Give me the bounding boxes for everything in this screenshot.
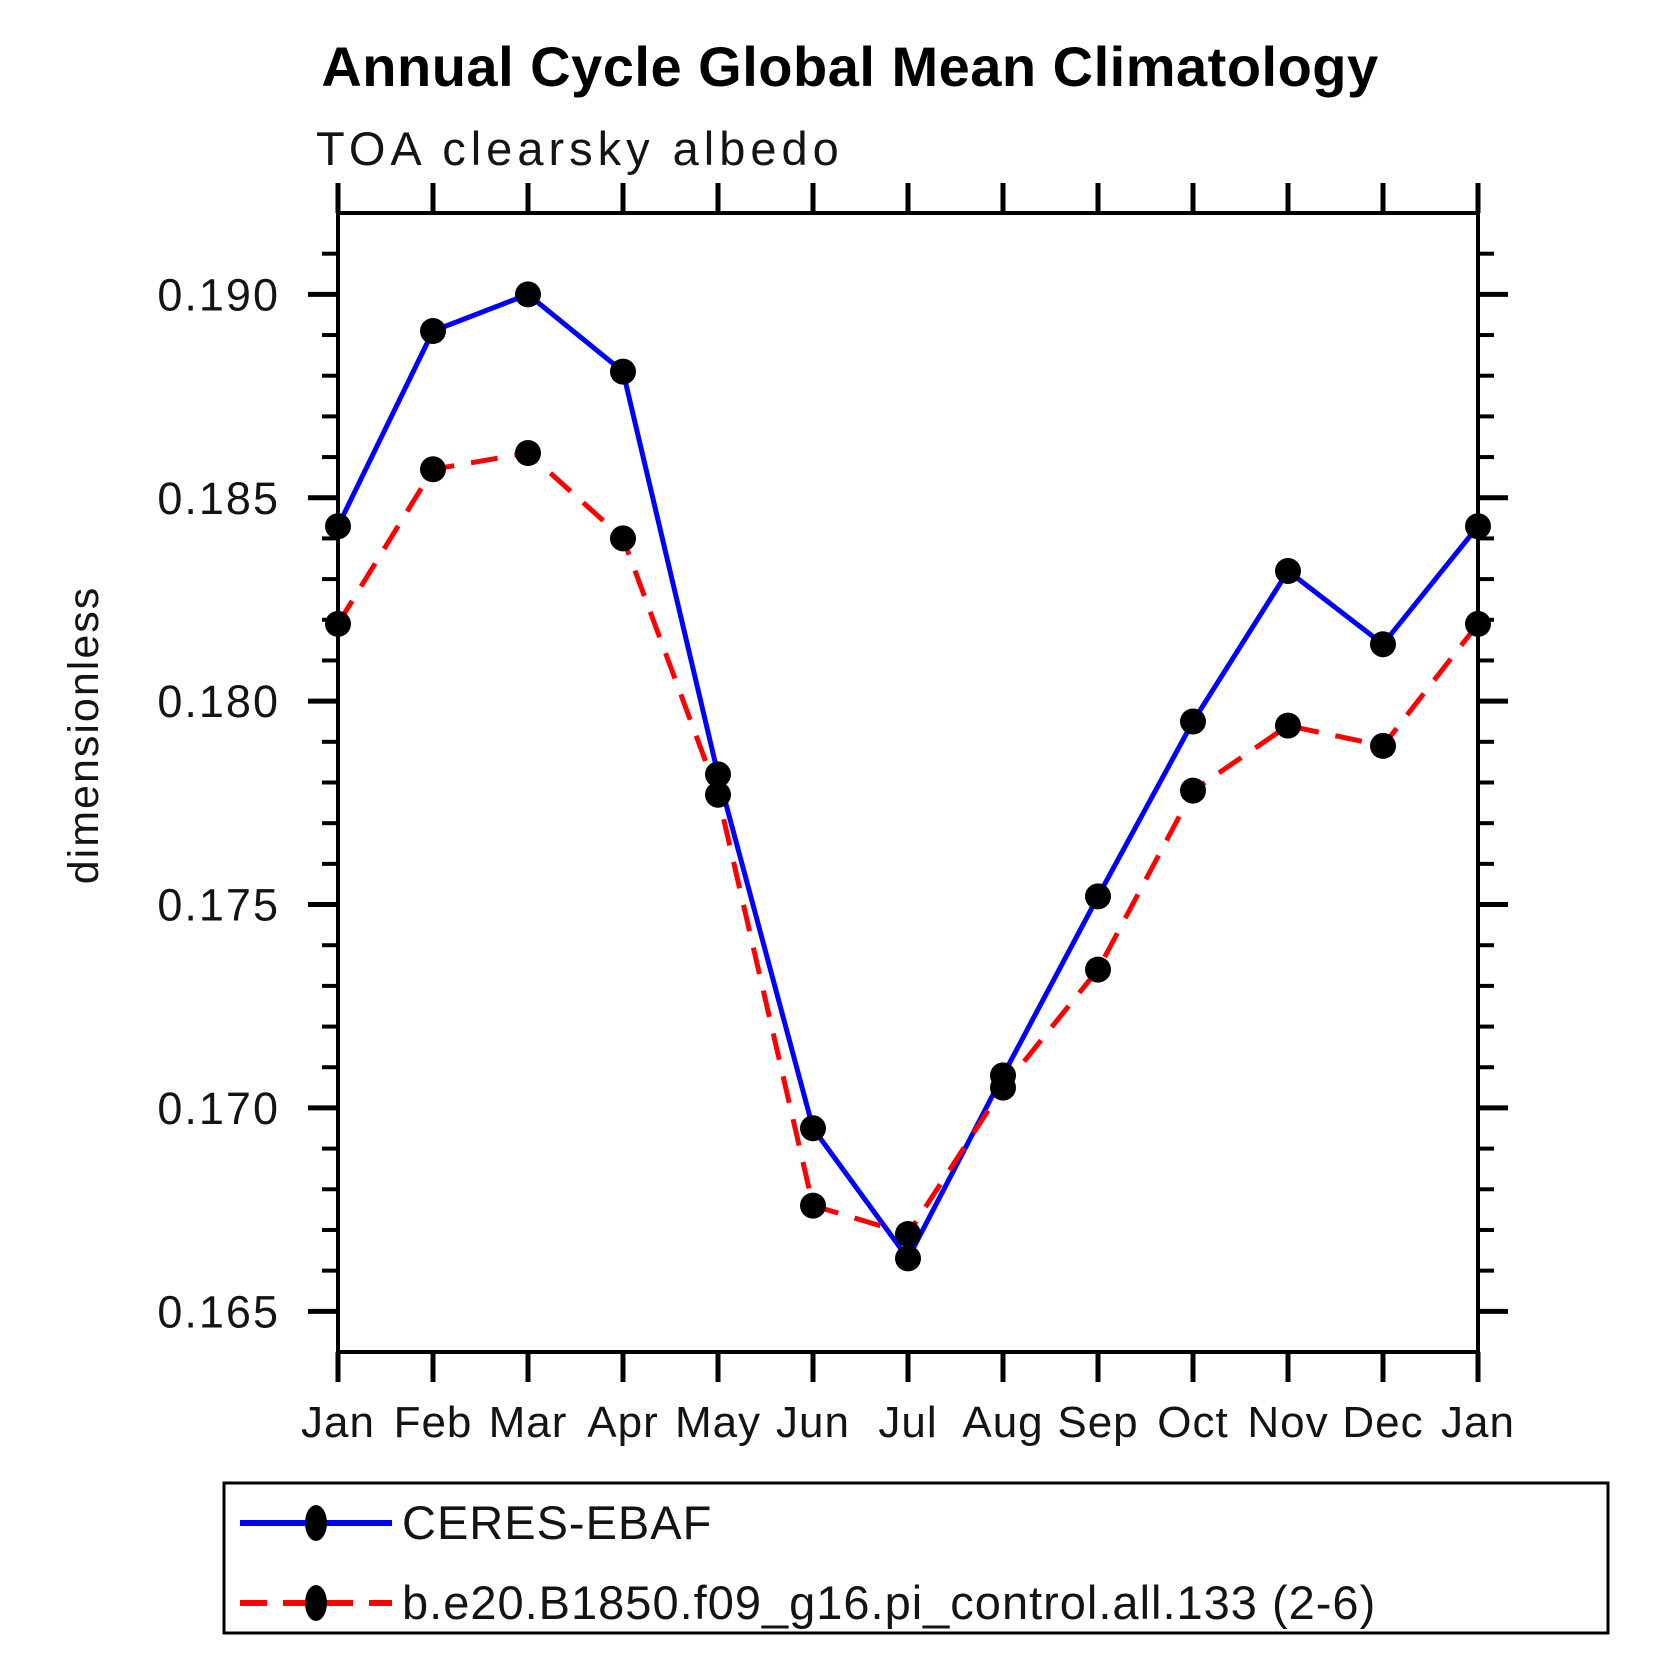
data-point-marker xyxy=(800,1115,826,1142)
data-point-marker xyxy=(610,358,636,385)
legend-border xyxy=(222,1481,1610,1635)
data-point-marker xyxy=(895,1221,921,1247)
chart-title: Annual Cycle Global Mean Climatology xyxy=(321,35,1378,98)
y-tick-label: 0.170 xyxy=(157,1083,280,1134)
series-line-model xyxy=(335,450,1480,1237)
y-tick-label: 0.165 xyxy=(157,1286,280,1337)
legend-item: CERES-EBAF xyxy=(240,1496,712,1549)
data-point-marker xyxy=(610,525,636,552)
data-point-marker xyxy=(325,610,351,637)
data-point-marker xyxy=(1275,712,1301,739)
x-tick-label: Dec xyxy=(1342,1398,1423,1447)
data-point-marker xyxy=(1370,631,1396,658)
data-point-marker xyxy=(515,440,541,466)
x-tick-label: Apr xyxy=(587,1398,658,1447)
x-tick-label: Oct xyxy=(1157,1398,1228,1447)
x-tick-label: Jul xyxy=(878,1398,937,1447)
data-point-marker xyxy=(420,456,446,483)
legend-box: CERES-EBAF b.e20.B1850.f09_g16.pi_control… xyxy=(222,1481,1610,1635)
legend-item: b.e20.B1850.f09_g16.pi_control.all.133 (… xyxy=(240,1576,1376,1629)
data-point-marker xyxy=(800,1192,826,1219)
x-tick-label: Jan xyxy=(1441,1398,1515,1447)
legend-sample-marker xyxy=(305,1585,327,1621)
y-tick-label: 0.175 xyxy=(157,880,280,931)
data-point-marker xyxy=(325,513,351,540)
data-point-marker xyxy=(1180,708,1206,735)
data-point-marker xyxy=(1085,956,1111,983)
legend-label: CERES-EBAF xyxy=(402,1496,712,1549)
legend-sample-marker xyxy=(305,1505,327,1541)
data-point-marker xyxy=(515,281,541,308)
y-tick-label: 0.180 xyxy=(157,676,280,727)
data-point-marker xyxy=(1085,883,1111,910)
data-point-marker xyxy=(1465,610,1491,637)
x-tick-label: Sep xyxy=(1057,1398,1138,1447)
data-point-marker xyxy=(705,761,731,788)
x-tick-label: May xyxy=(675,1398,761,1447)
x-tick-label: Mar xyxy=(489,1398,568,1447)
data-point-marker xyxy=(1275,558,1301,584)
x-tick-label: Nov xyxy=(1247,1398,1328,1447)
y-tick-label: 0.185 xyxy=(157,473,280,524)
x-tick-label: Aug xyxy=(962,1398,1043,1447)
x-tick-label: Jan xyxy=(301,1398,375,1447)
data-point-marker xyxy=(990,1074,1016,1101)
data-point-marker xyxy=(1370,732,1396,759)
data-point-marker xyxy=(895,1245,921,1272)
plot-border xyxy=(336,211,1480,1354)
x-tick-label: Jun xyxy=(776,1398,850,1447)
y-tick-label: 0.190 xyxy=(157,269,280,320)
data-point-marker xyxy=(705,781,731,808)
chart-subtitle: TOA clearsky albedo xyxy=(316,122,844,175)
series-line-ceres-ebaf xyxy=(335,291,1480,1264)
data-point-marker xyxy=(420,318,446,344)
data-point-marker xyxy=(1180,777,1206,804)
x-tick-label: Feb xyxy=(394,1398,473,1447)
data-point-marker xyxy=(1465,513,1491,540)
legend-label: b.e20.B1850.f09_g16.pi_control.all.133 (… xyxy=(402,1576,1376,1629)
y-axis-label: dimensionless xyxy=(60,586,108,884)
